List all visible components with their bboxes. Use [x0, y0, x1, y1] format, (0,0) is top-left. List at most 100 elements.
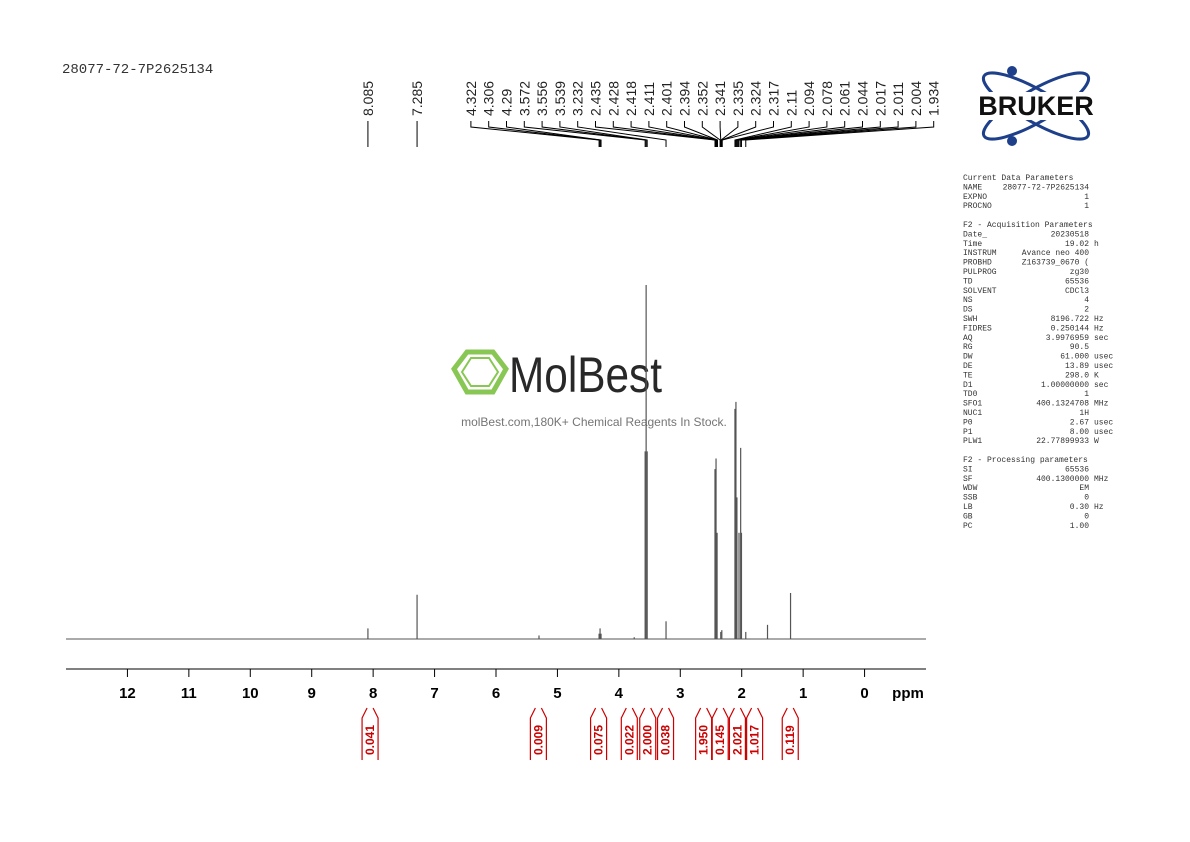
param-value: 0.250144 — [1051, 324, 1090, 333]
peak-label: 4.29 — [498, 89, 514, 116]
integral-label: 0.041 — [363, 725, 377, 755]
peak-leader — [738, 121, 863, 147]
peak-label: 2.004 — [908, 81, 924, 116]
param-key: TD0 — [963, 390, 978, 399]
peak-leader — [721, 121, 774, 147]
param-value: 8.00 — [1070, 428, 1089, 437]
peak-label: 2.418 — [623, 81, 639, 116]
param-key: SFO1 — [963, 400, 982, 409]
param-key: GB — [963, 512, 973, 521]
param-value: 19.02 — [1065, 240, 1089, 249]
param-value: 1 — [1084, 390, 1089, 399]
param-unit: K — [1094, 371, 1099, 380]
x-tick-label: 6 — [492, 685, 500, 702]
integral-bracket — [620, 707, 638, 760]
integral-bracket — [781, 707, 799, 760]
watermark: MolBest molBest.com,180K+ Chemical Reage… — [451, 347, 727, 429]
integral-bracket — [529, 707, 547, 760]
param-key: TD — [963, 277, 973, 286]
peak-leader — [523, 121, 646, 147]
integral-label: 2.000 — [641, 725, 655, 755]
x-tick-label: 5 — [553, 685, 561, 702]
param-value: 298.0 — [1065, 371, 1089, 380]
logo-backdrop — [958, 92, 1114, 120]
param-value: 400.1324708 — [1036, 400, 1089, 409]
peak-leader — [541, 121, 647, 147]
integral-bracket — [589, 707, 608, 760]
watermark-icon — [451, 349, 509, 395]
param-value: Avance neo 400 — [1022, 249, 1089, 258]
param-key: D1 — [963, 381, 973, 390]
peak-label: 2.094 — [801, 81, 817, 116]
watermark-icon — [460, 357, 500, 387]
integral-bracket — [656, 707, 675, 760]
param-unit: usec — [1094, 428, 1113, 437]
peak-label: 3.539 — [552, 81, 568, 116]
param-key: FIDRES — [963, 324, 992, 333]
peak-label: 1.934 — [926, 81, 942, 116]
param-unit: usec — [1094, 353, 1113, 362]
integral-label: 1.950 — [697, 725, 711, 755]
peak-leader — [701, 121, 721, 147]
param-value: 20230518 — [1051, 230, 1090, 239]
integral-label: 0.009 — [531, 725, 545, 755]
param-key: DE — [963, 362, 973, 371]
param-unit: MHz — [1094, 475, 1109, 484]
integral-label: 0.075 — [592, 725, 606, 755]
param-unit: W — [1094, 437, 1099, 446]
param-key: PLW1 — [963, 437, 982, 446]
param-value: 22.77899933 — [1036, 437, 1089, 446]
param-key: SWH — [963, 315, 978, 324]
param-key: LB — [963, 503, 973, 512]
param-key: AQ — [963, 334, 973, 343]
x-tick-label: 0 — [860, 685, 868, 702]
param-key: SI — [963, 465, 973, 474]
x-tick-label: 10 — [242, 685, 259, 702]
param-unit: sec — [1094, 334, 1109, 343]
logo-dot — [1007, 66, 1017, 76]
param-unit: Hz — [1094, 324, 1104, 333]
peak-leader — [683, 121, 719, 147]
param-value: 2.67 — [1070, 418, 1089, 427]
watermark-brand: MolBest — [509, 347, 662, 403]
peak-leader — [720, 121, 739, 147]
param-value: 400.1300000 — [1036, 475, 1089, 484]
param-heading: F2 - Processing parameters — [963, 456, 1088, 465]
x-tick-label: 2 — [738, 685, 746, 702]
x-tick-label: 9 — [308, 685, 316, 702]
integral-label: 1.017 — [748, 725, 762, 755]
param-value: 0 — [1084, 494, 1089, 503]
peak-label: 2.11 — [783, 90, 799, 116]
peak-label: 7.285 — [409, 81, 425, 116]
x-tick-label: 8 — [369, 685, 377, 702]
param-value: 2 — [1084, 306, 1089, 315]
peak-leader — [612, 121, 716, 147]
peak-label: 3.556 — [534, 81, 550, 116]
peak-label: 3.572 — [516, 81, 532, 116]
param-value: 1.00000000 — [1041, 381, 1089, 390]
integral-label: 2.021 — [730, 725, 744, 755]
peak-leader — [736, 121, 828, 147]
param-value: 28077-72-7P2625134 — [1003, 183, 1090, 192]
peak-leader — [470, 121, 600, 147]
param-key: DW — [963, 353, 973, 362]
param-key: NAME — [963, 183, 982, 192]
peak-label: 2.324 — [748, 81, 764, 116]
integral-bracket — [746, 707, 764, 760]
param-value: Z163739_0670 ( — [1022, 259, 1089, 268]
param-unit: Hz — [1094, 315, 1104, 324]
x-tick-label: 3 — [676, 685, 684, 702]
peak-label: 2.352 — [694, 81, 710, 116]
param-value: CDCl3 — [1065, 287, 1089, 296]
sample-title: 28077-72-7P2625134 — [62, 62, 213, 78]
param-value: 13.89 — [1065, 362, 1089, 371]
integral-label: 0.145 — [713, 725, 727, 755]
peak-label: 2.335 — [730, 81, 746, 116]
param-key: WDW — [963, 484, 978, 493]
param-unit: Hz — [1094, 503, 1104, 512]
peak-label: 4.322 — [463, 81, 479, 116]
param-value: 4 — [1084, 296, 1089, 305]
